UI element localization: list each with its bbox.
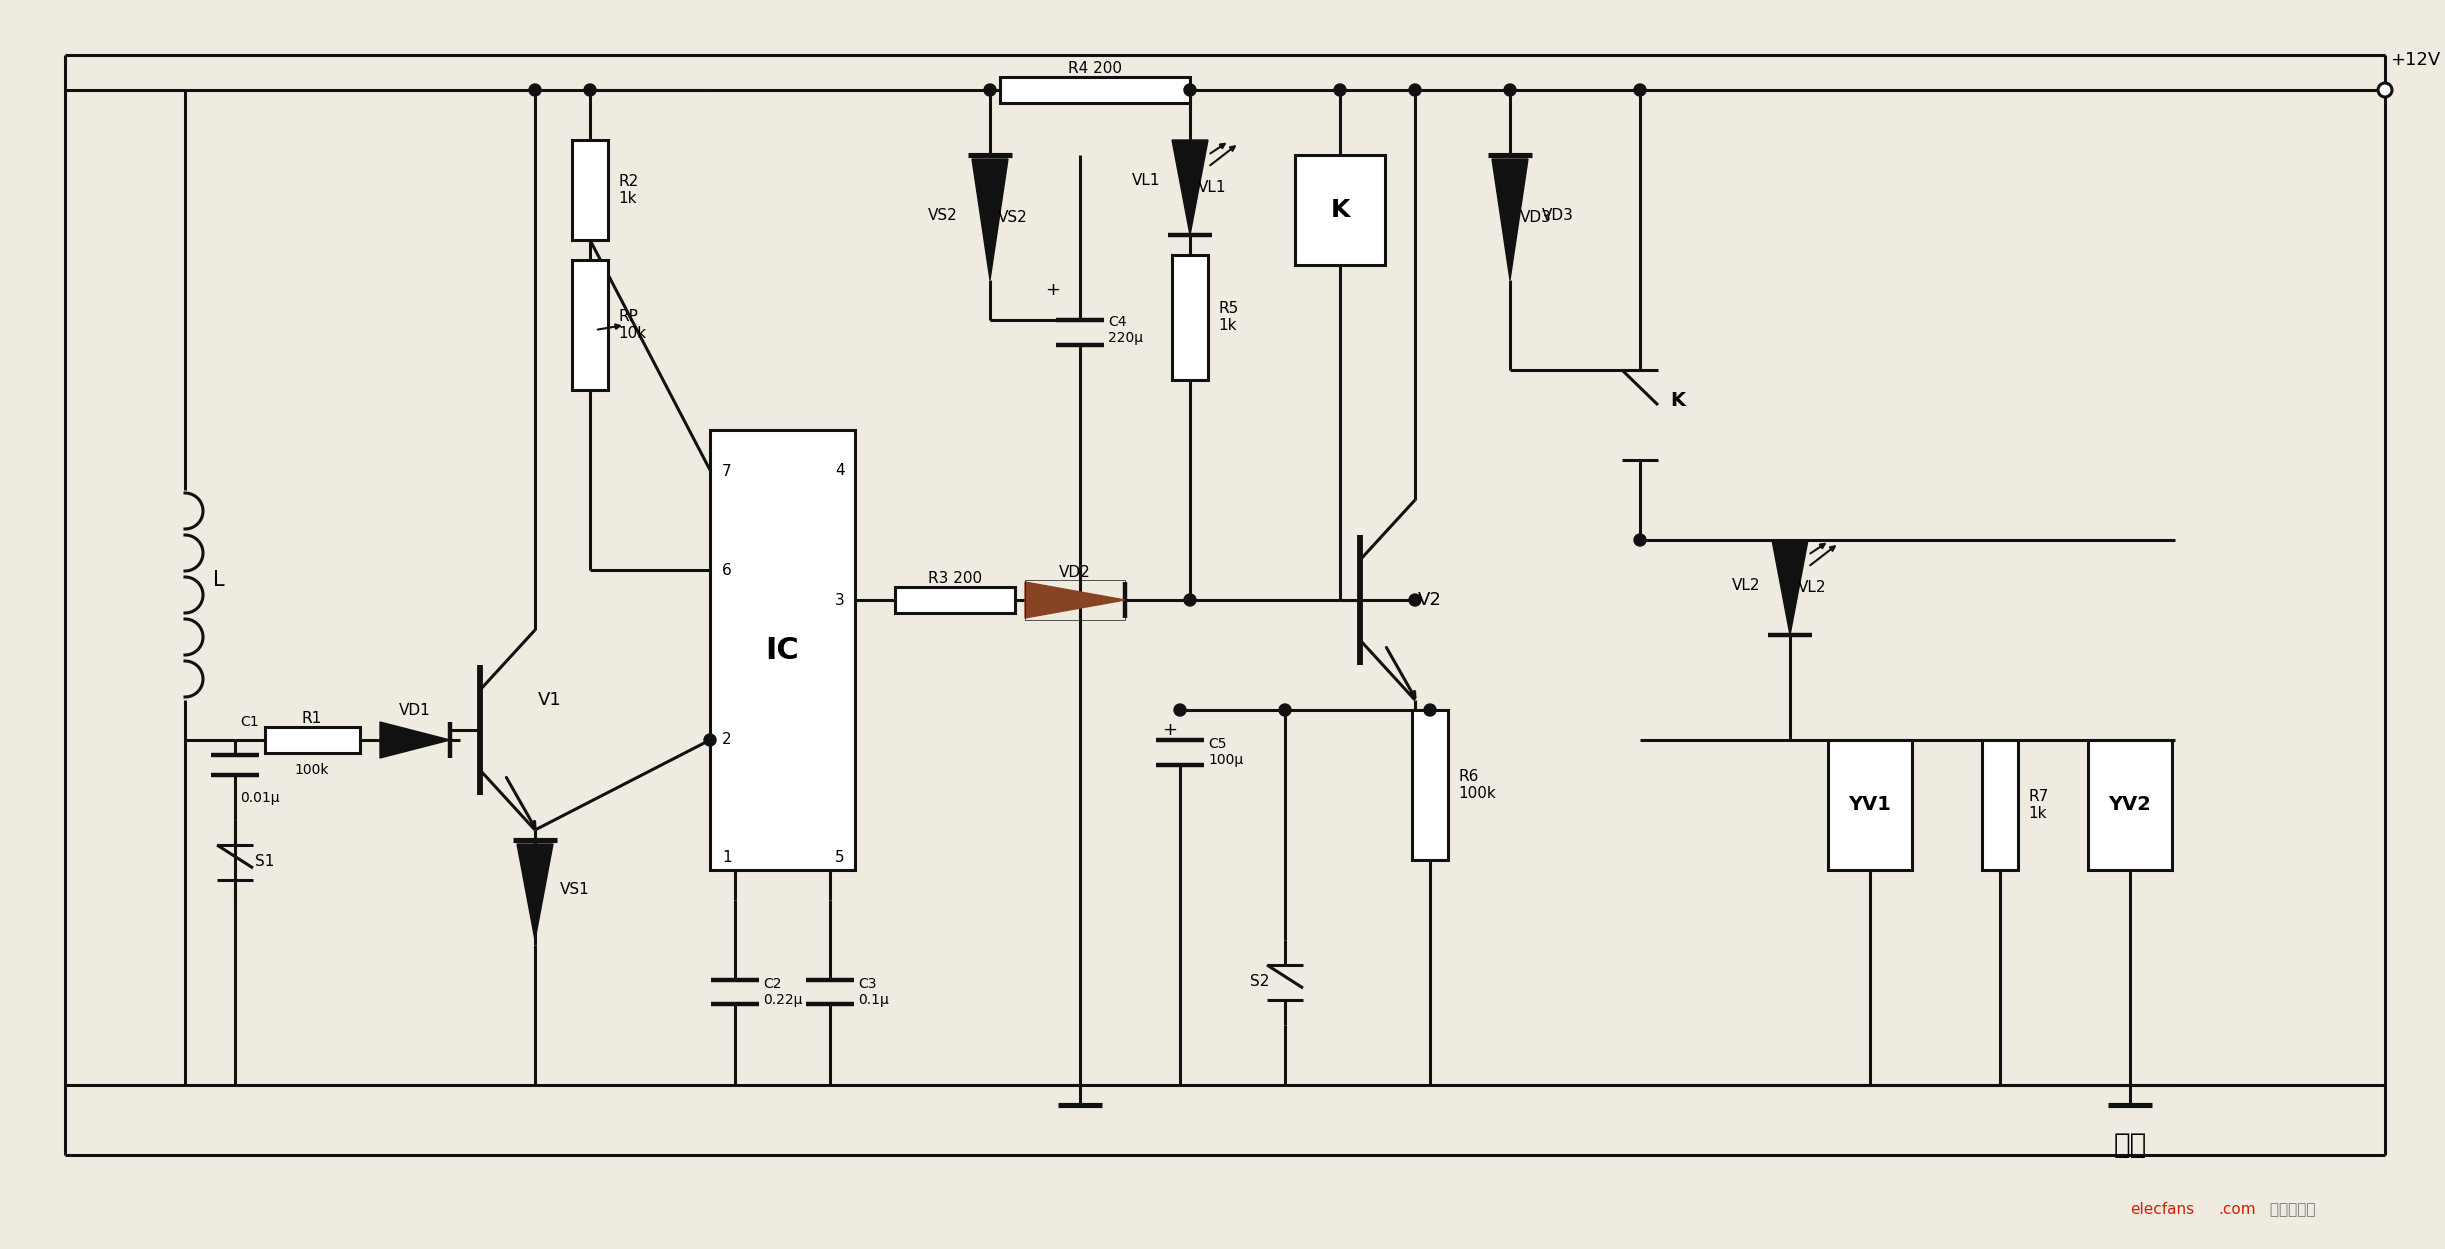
Text: VD3: VD3	[1521, 210, 1553, 225]
Polygon shape	[1024, 582, 1125, 618]
Bar	[264, 727, 359, 753]
Polygon shape	[1171, 140, 1208, 235]
Text: 0.01μ: 0.01μ	[240, 791, 279, 806]
Bar	[2088, 739, 2171, 871]
Text: VL1: VL1	[1132, 172, 1159, 187]
Circle shape	[2379, 82, 2391, 97]
Text: VD2: VD2	[1059, 565, 1090, 580]
Text: 1: 1	[721, 851, 731, 866]
Text: 2: 2	[721, 732, 731, 747]
Text: VS2: VS2	[929, 207, 958, 222]
Text: VS1: VS1	[560, 883, 589, 898]
Circle shape	[584, 84, 597, 96]
Text: YV2: YV2	[2108, 796, 2152, 814]
Text: S2: S2	[1249, 974, 1269, 989]
Text: V1: V1	[538, 691, 562, 709]
Text: R4 200: R4 200	[1068, 60, 1122, 75]
Text: 7: 7	[721, 463, 731, 478]
Text: 100k: 100k	[296, 763, 330, 777]
Text: +12V: +12V	[2391, 51, 2440, 69]
Text: R3 200: R3 200	[929, 571, 983, 586]
Bar	[895, 587, 1015, 613]
Circle shape	[528, 84, 540, 96]
Text: +: +	[1044, 281, 1061, 299]
Bar	[1413, 709, 1447, 861]
Circle shape	[1423, 704, 1435, 716]
Circle shape	[1183, 595, 1196, 606]
Circle shape	[1335, 84, 1347, 96]
Bar	[1171, 255, 1208, 380]
Text: K: K	[1670, 391, 1685, 410]
Text: C4
220μ: C4 220μ	[1108, 315, 1142, 345]
Text: VL2: VL2	[1797, 580, 1826, 595]
Text: C2
0.22μ: C2 0.22μ	[763, 977, 802, 1007]
Text: YV1: YV1	[1848, 796, 1892, 814]
Text: 电子发烧友: 电子发烧友	[2264, 1203, 2315, 1218]
Circle shape	[1408, 84, 1421, 96]
Polygon shape	[1773, 540, 1807, 634]
Text: 搭鐵: 搭鐵	[2112, 1132, 2147, 1159]
Polygon shape	[516, 844, 553, 940]
Bar	[1000, 77, 1191, 102]
Bar	[572, 140, 609, 240]
Text: C3
0.1μ: C3 0.1μ	[858, 977, 888, 1007]
Text: .com: .com	[2218, 1203, 2257, 1218]
Text: IC: IC	[765, 636, 800, 664]
Text: K: K	[1330, 199, 1350, 222]
Text: 3: 3	[836, 592, 846, 607]
Text: 6: 6	[721, 562, 731, 577]
Circle shape	[1408, 595, 1421, 606]
Text: 4: 4	[836, 462, 846, 477]
Circle shape	[1633, 535, 1645, 546]
Text: elecfans: elecfans	[2130, 1203, 2193, 1218]
Circle shape	[1504, 84, 1516, 96]
Circle shape	[704, 734, 716, 746]
Bar	[1829, 739, 1912, 871]
Text: R6
100k: R6 100k	[1457, 769, 1496, 801]
Text: V2: V2	[1418, 591, 1443, 610]
Text: VS2: VS2	[998, 210, 1027, 225]
Polygon shape	[379, 722, 450, 758]
Text: C5
100μ: C5 100μ	[1208, 737, 1242, 767]
Text: L: L	[213, 570, 225, 590]
Bar	[1296, 155, 1384, 265]
Text: R7
1k: R7 1k	[2027, 789, 2049, 821]
Polygon shape	[973, 159, 1007, 280]
Circle shape	[1174, 704, 1186, 716]
Circle shape	[1183, 84, 1196, 96]
Text: R5
1k: R5 1k	[1218, 301, 1237, 333]
Text: +: +	[1161, 721, 1178, 739]
Circle shape	[983, 84, 995, 96]
Bar	[1983, 739, 2017, 871]
Circle shape	[1279, 704, 1291, 716]
Text: VD1: VD1	[399, 702, 430, 717]
Text: S1: S1	[254, 854, 274, 869]
Polygon shape	[1491, 159, 1528, 280]
Bar	[572, 260, 609, 390]
Text: VD3: VD3	[1543, 207, 1575, 222]
Circle shape	[1633, 84, 1645, 96]
Text: VL2: VL2	[1731, 577, 1760, 592]
Text: C1: C1	[240, 714, 259, 729]
Bar	[709, 430, 856, 871]
Text: 5: 5	[836, 851, 846, 866]
Bar	[1024, 580, 1125, 620]
Text: RP
10k: RP 10k	[619, 309, 645, 341]
Text: VL1: VL1	[1198, 180, 1227, 195]
Text: R1: R1	[301, 711, 323, 726]
Text: R2
1k: R2 1k	[619, 174, 638, 206]
